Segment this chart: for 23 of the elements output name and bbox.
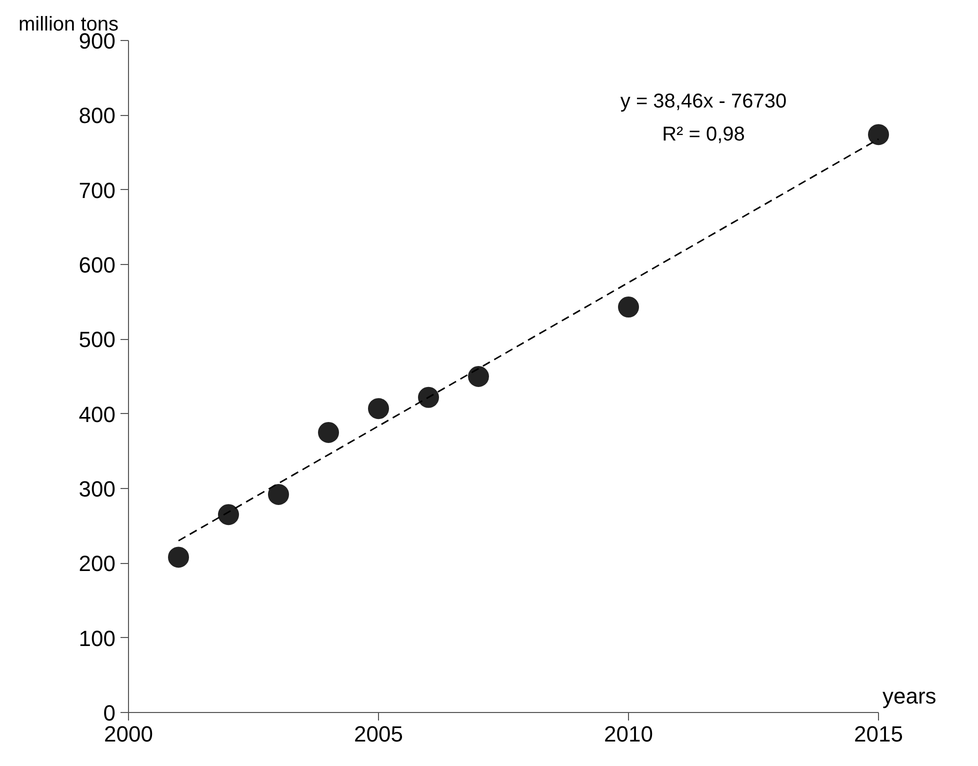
annotation: R² = 0,98 (662, 124, 745, 146)
point (418, 386, 439, 408)
point (168, 546, 189, 568)
point (268, 484, 289, 505)
annotation: y = 38,46x - 76730 (620, 90, 787, 112)
x-tick-label: 2005 (354, 722, 403, 746)
y-tick-label: 400 (78, 402, 116, 427)
point (868, 124, 889, 146)
x-tick-label: 2010 (604, 722, 653, 746)
point (618, 296, 639, 318)
y-tick-label: 100 (78, 626, 116, 651)
point (468, 366, 489, 387)
x-axis-title: years (882, 684, 936, 708)
point (368, 398, 389, 420)
x-tick-label: 2015 (854, 722, 903, 746)
y-tick-label: 500 (78, 327, 116, 352)
y-tick-label: 300 (78, 476, 116, 502)
y-tick-label: 200 (78, 551, 116, 576)
point (218, 504, 239, 526)
point (318, 422, 339, 443)
y-tick-label: 700 (78, 178, 116, 203)
y-tick-label: 800 (78, 103, 116, 128)
y-tick-label: 600 (78, 252, 116, 278)
